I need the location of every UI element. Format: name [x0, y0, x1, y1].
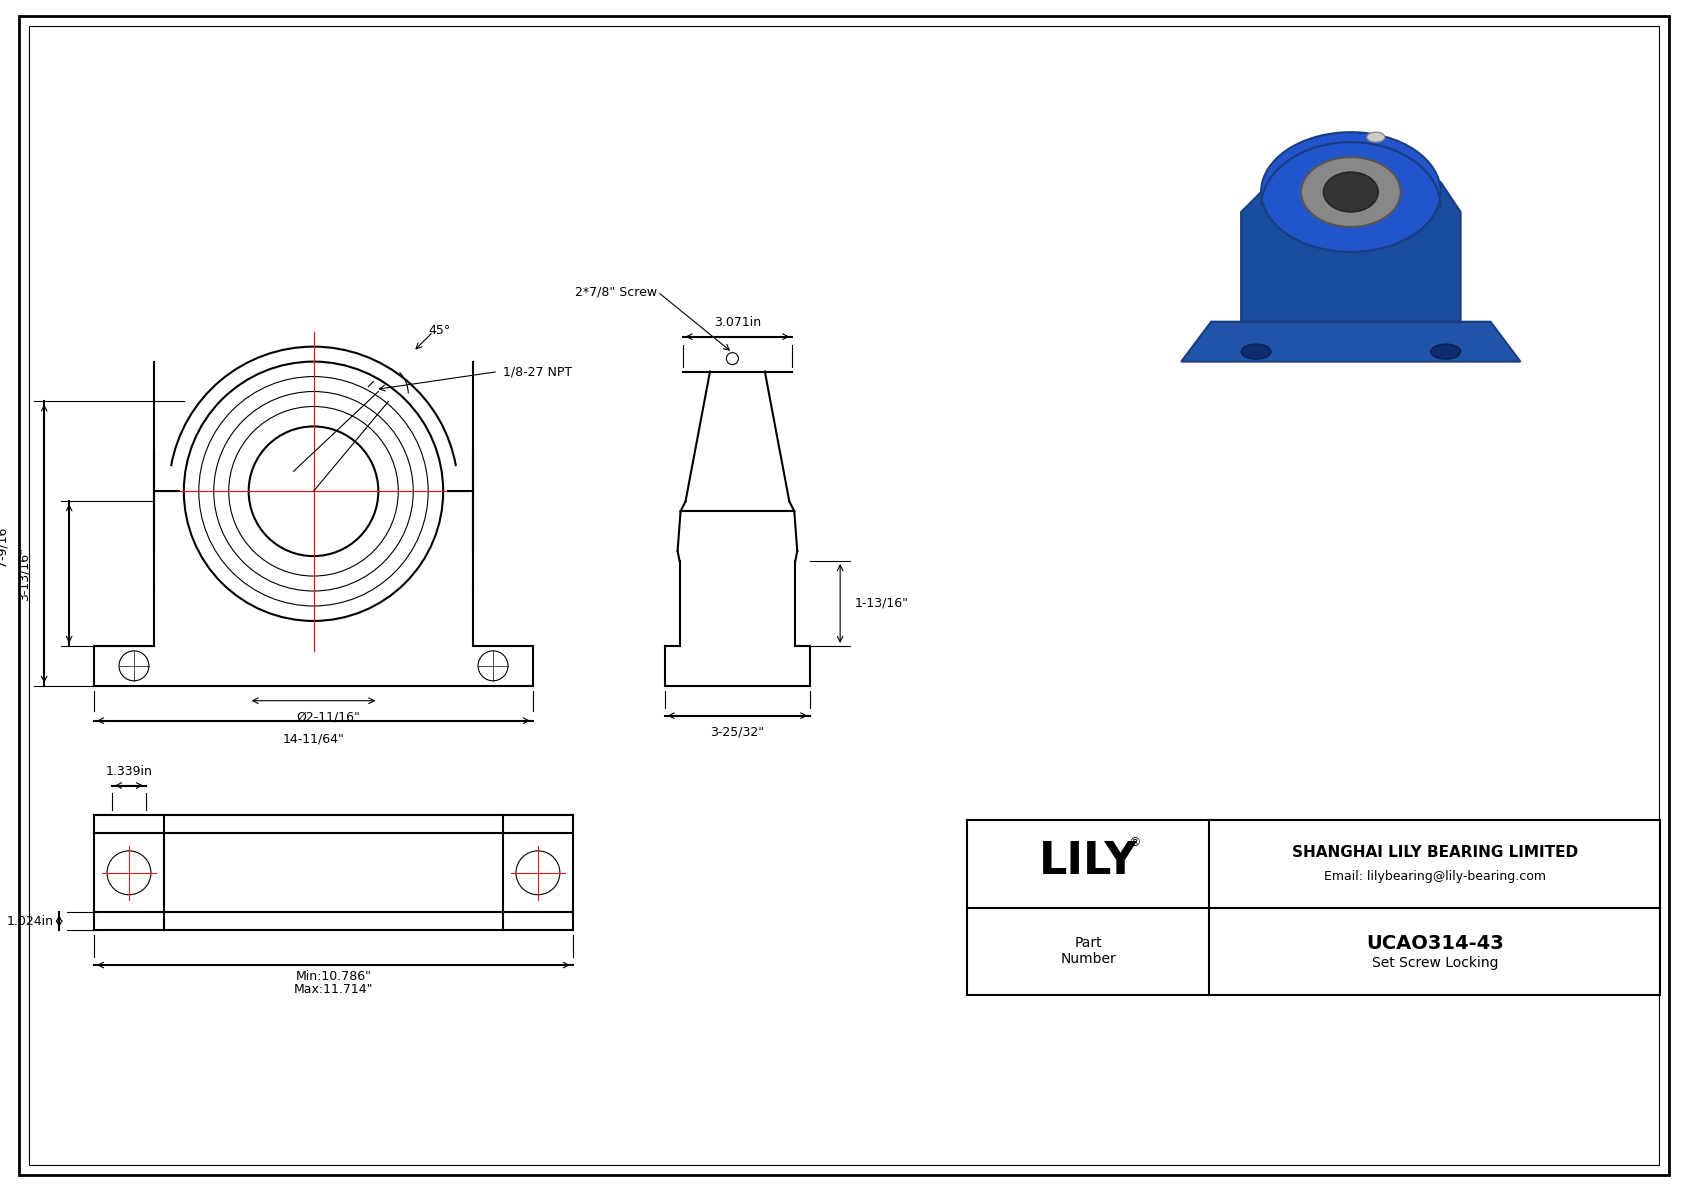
Text: LILY: LILY: [1039, 840, 1137, 883]
Text: 45°: 45°: [428, 324, 450, 337]
Text: 3-25/32": 3-25/32": [711, 725, 765, 738]
Text: ®: ®: [1128, 836, 1140, 849]
Ellipse shape: [1324, 172, 1378, 212]
Text: 1/8-27 NPT: 1/8-27 NPT: [504, 366, 573, 378]
Text: 1-13/16": 1-13/16": [855, 597, 909, 610]
Polygon shape: [1180, 322, 1521, 362]
Ellipse shape: [1261, 132, 1440, 251]
Text: 7-9/16": 7-9/16": [0, 520, 8, 567]
Text: Min:10.786": Min:10.786": [295, 969, 372, 983]
Text: Ø2-11/16": Ø2-11/16": [296, 711, 360, 724]
Ellipse shape: [1241, 344, 1271, 360]
Polygon shape: [1241, 182, 1460, 322]
Ellipse shape: [1367, 132, 1384, 142]
Text: 2*7/8" Screw: 2*7/8" Screw: [576, 286, 658, 298]
Bar: [967, 821, 1660, 994]
Text: Part
Number: Part Number: [1061, 936, 1116, 966]
Text: 1.339in: 1.339in: [106, 765, 153, 778]
Text: SHANGHAI LILY BEARING LIMITED: SHANGHAI LILY BEARING LIMITED: [1292, 844, 1578, 860]
Text: Email: lilybearing@lily-bearing.com: Email: lilybearing@lily-bearing.com: [1324, 869, 1546, 883]
Text: Max:11.714": Max:11.714": [293, 983, 374, 996]
Text: UCAO314-43: UCAO314-43: [1366, 934, 1504, 953]
Text: 3.071in: 3.071in: [714, 316, 761, 329]
Ellipse shape: [1431, 344, 1460, 360]
Text: 1.024in: 1.024in: [7, 915, 54, 928]
Text: 3-13/16": 3-13/16": [19, 547, 30, 600]
Text: Set Screw Locking: Set Screw Locking: [1371, 956, 1499, 971]
Text: 14-11/64": 14-11/64": [283, 732, 345, 746]
Ellipse shape: [1302, 157, 1401, 227]
